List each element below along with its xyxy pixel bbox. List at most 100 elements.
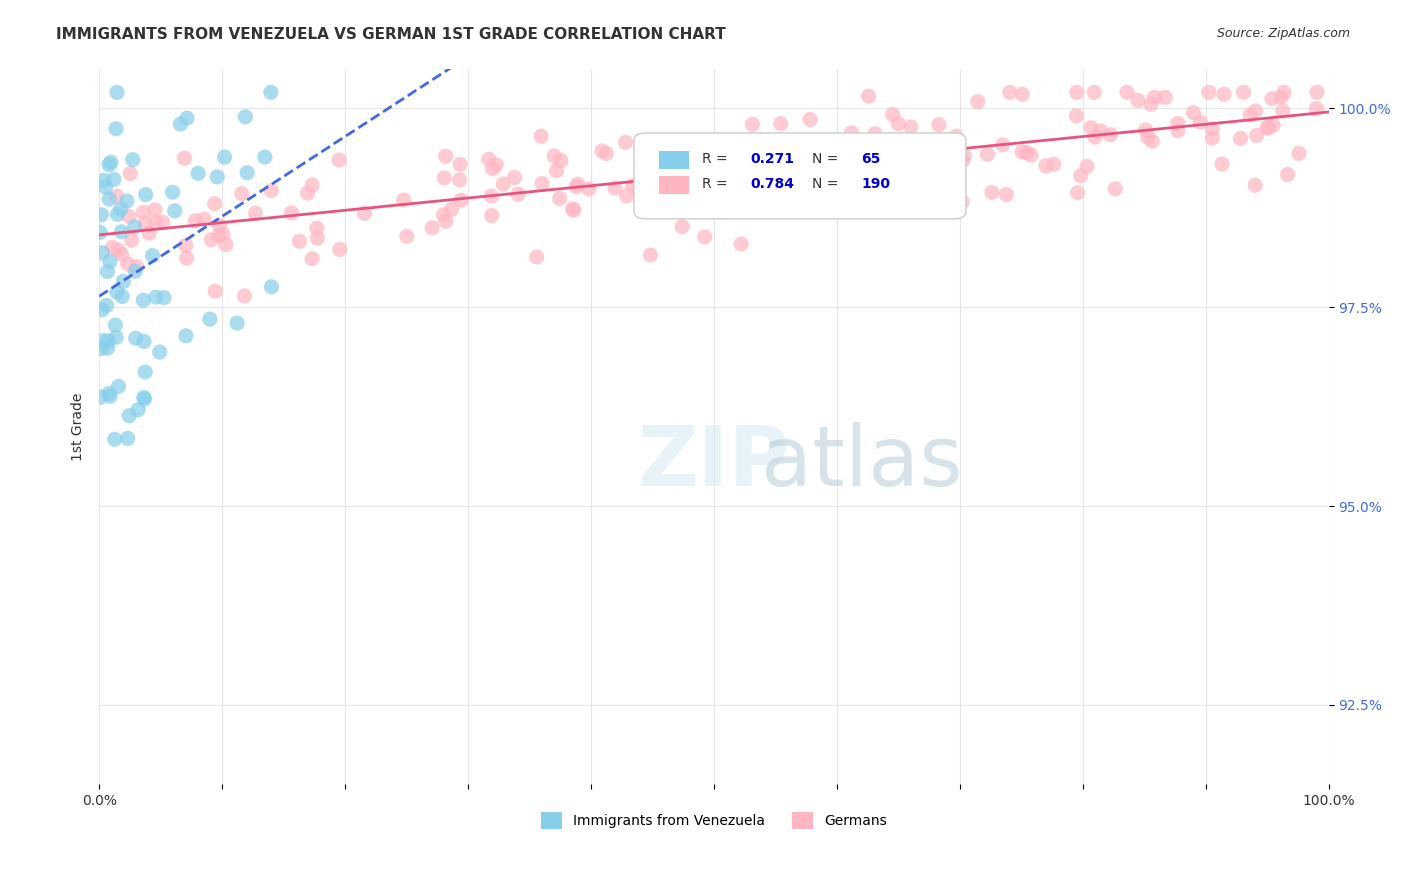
Text: R =: R = xyxy=(702,153,731,167)
Germans xyxy=(603,181,626,195)
Germans xyxy=(107,243,129,257)
Germans xyxy=(1271,103,1294,118)
Germans xyxy=(420,220,443,235)
Germans xyxy=(562,203,585,218)
Immigrants from Venezuela xyxy=(91,302,114,317)
Germans xyxy=(1288,146,1310,161)
Germans xyxy=(1154,90,1177,104)
Germans xyxy=(759,136,782,150)
Germans xyxy=(1042,157,1064,171)
Germans xyxy=(865,166,887,180)
Germans xyxy=(503,170,526,185)
Germans xyxy=(1257,121,1279,136)
Germans xyxy=(1015,145,1038,160)
Germans xyxy=(1035,159,1057,173)
Immigrants from Venezuela xyxy=(98,254,121,268)
Germans xyxy=(980,186,1002,200)
Immigrants from Venezuela xyxy=(94,180,117,194)
Germans xyxy=(953,149,976,163)
Germans xyxy=(591,144,613,158)
Germans xyxy=(1263,119,1285,133)
Germans xyxy=(862,177,884,191)
Immigrants from Venezuela xyxy=(135,187,157,202)
Immigrants from Venezuela xyxy=(226,316,249,330)
Immigrants from Venezuela xyxy=(96,298,118,312)
Germans xyxy=(1272,86,1295,100)
Germans xyxy=(621,178,644,193)
Germans xyxy=(943,136,966,151)
Germans xyxy=(1211,157,1233,171)
Germans xyxy=(723,148,745,162)
Germans xyxy=(288,235,311,249)
Germans xyxy=(530,129,553,144)
Germans xyxy=(200,233,222,247)
Germans xyxy=(763,169,786,183)
Text: atlas: atlas xyxy=(761,422,962,503)
Immigrants from Venezuela xyxy=(112,275,135,289)
Germans xyxy=(627,184,650,198)
Germans xyxy=(966,95,988,109)
Germans xyxy=(950,194,973,209)
Germans xyxy=(704,171,727,186)
Germans xyxy=(434,149,457,163)
Immigrants from Venezuela xyxy=(118,409,141,423)
Germans xyxy=(1213,87,1236,102)
Germans xyxy=(546,163,568,178)
Immigrants from Venezuela xyxy=(98,386,121,401)
Text: 65: 65 xyxy=(862,153,880,167)
Immigrants from Venezuela xyxy=(187,166,209,180)
Immigrants from Venezuela xyxy=(115,194,138,208)
Germans xyxy=(138,226,160,240)
Germans xyxy=(215,237,238,252)
Immigrants from Venezuela xyxy=(98,389,121,403)
Immigrants from Venezuela xyxy=(121,153,143,167)
Text: ZIP: ZIP xyxy=(638,422,790,503)
Germans xyxy=(995,187,1018,202)
Immigrants from Venezuela xyxy=(236,166,259,180)
Germans xyxy=(882,107,904,121)
Germans xyxy=(1277,168,1299,182)
Germans xyxy=(1011,145,1033,159)
Immigrants from Venezuela xyxy=(105,86,128,100)
Germans xyxy=(769,117,792,131)
Germans xyxy=(305,221,328,235)
Germans xyxy=(1261,92,1284,106)
Germans xyxy=(204,284,226,298)
Immigrants from Venezuela xyxy=(235,110,257,124)
Germans xyxy=(193,212,215,227)
FancyBboxPatch shape xyxy=(634,133,966,219)
Immigrants from Venezuela xyxy=(134,392,156,406)
Immigrants from Venezuela xyxy=(93,334,115,348)
Immigrants from Venezuela xyxy=(96,341,118,355)
Germans xyxy=(709,205,731,219)
Immigrants from Venezuela xyxy=(105,330,128,344)
Text: N =: N = xyxy=(813,153,844,167)
Immigrants from Venezuela xyxy=(124,264,146,278)
Immigrants from Venezuela xyxy=(124,219,146,234)
Germans xyxy=(858,89,880,103)
Germans xyxy=(1246,128,1268,143)
Germans xyxy=(1136,130,1159,145)
Germans xyxy=(110,247,132,261)
Bar xyxy=(658,176,689,194)
Germans xyxy=(118,210,141,224)
Immigrants from Venezuela xyxy=(110,225,132,239)
Germans xyxy=(1244,178,1267,193)
Immigrants from Venezuela xyxy=(100,155,122,169)
Germans xyxy=(640,248,662,262)
Germans xyxy=(789,183,811,197)
Germans xyxy=(945,129,967,144)
Immigrants from Venezuela xyxy=(169,117,191,131)
Immigrants from Venezuela xyxy=(149,345,172,359)
Germans xyxy=(1126,94,1149,108)
Immigrants from Venezuela xyxy=(260,280,283,294)
Germans xyxy=(485,158,508,172)
Germans xyxy=(120,167,142,181)
Text: R =: R = xyxy=(702,178,731,192)
Germans xyxy=(1076,159,1098,173)
Germans xyxy=(651,136,673,150)
Germans xyxy=(307,231,329,245)
Immigrants from Venezuela xyxy=(153,291,176,305)
Immigrants from Venezuela xyxy=(132,391,155,405)
Germans xyxy=(844,138,866,153)
